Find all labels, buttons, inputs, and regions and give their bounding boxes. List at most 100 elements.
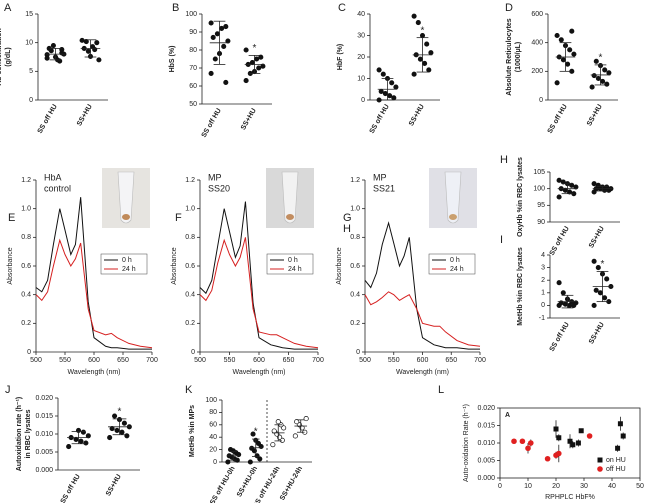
y-tick-label: 0: [541, 302, 545, 309]
x-tick-label: 30: [580, 483, 588, 490]
x-tick-label: 600: [88, 357, 100, 364]
dot: [96, 57, 102, 63]
y-axis-label: Absorbance: [336, 247, 343, 284]
y-axis-label: HbF (%): [337, 44, 344, 70]
inner-label: A: [505, 412, 510, 419]
point: [556, 435, 562, 441]
point: [586, 433, 593, 439]
spectrum-line: [364, 291, 481, 347]
dot: [604, 81, 610, 87]
inset-photos: [102, 168, 477, 228]
dot: [591, 73, 597, 79]
dot: [556, 177, 562, 183]
y-axis-label: MetHb %in MPs: [189, 405, 196, 457]
y-axis-label: Absorbance: [7, 247, 14, 284]
panel-label: H: [500, 154, 508, 166]
significance: *: [118, 407, 122, 418]
y-tick-label: 0.020: [35, 395, 53, 402]
point: [575, 440, 581, 446]
dot: [221, 43, 227, 49]
dot: [275, 419, 281, 425]
dot: [208, 20, 214, 26]
y-tick-label: 80: [209, 409, 217, 416]
y-tick-label: 0.005: [477, 457, 495, 464]
dot: [562, 301, 568, 307]
x-tick-label: 550: [388, 357, 400, 364]
dot: [593, 287, 599, 293]
y-axis-label: OxyHb %in RBC lysates: [517, 157, 524, 237]
dot: [124, 433, 130, 439]
significance: *: [253, 43, 257, 54]
dot: [376, 97, 382, 103]
dot: [387, 93, 393, 99]
point: [615, 445, 621, 451]
dot: [573, 184, 579, 190]
y-tick-label: 0.2: [21, 320, 31, 327]
y-tick-label: 100: [533, 186, 545, 193]
dot: [376, 67, 382, 73]
dot: [114, 427, 120, 433]
annotation: SS21: [373, 183, 395, 193]
y-tick-label: 0.4: [185, 292, 195, 299]
y-tick-label: 0.020: [477, 405, 495, 412]
significance: *: [601, 259, 605, 270]
legend-label: 0 h: [450, 257, 460, 264]
dot: [591, 181, 597, 187]
dot: [428, 50, 434, 56]
y-tick-label: 0: [361, 97, 365, 104]
dot: [602, 67, 608, 73]
dot: [107, 435, 113, 441]
dot: [417, 56, 423, 62]
y-axis-label: (g/dL): [5, 47, 12, 66]
dot: [281, 425, 287, 431]
y-tick-label: 200: [531, 68, 543, 75]
legend-box: [100, 253, 148, 275]
y-tick-label: 1: [541, 290, 545, 297]
dot: [254, 56, 260, 62]
y-tick-label: 60: [189, 83, 197, 90]
y-tick-label: 30: [357, 32, 365, 39]
panel-label: J: [5, 384, 11, 396]
x-axis-label: Wavelength (nm): [232, 369, 285, 376]
x-tick-label: SS+HU-0h: [236, 465, 259, 498]
dot: [554, 80, 560, 86]
dot: [411, 71, 417, 77]
dot: [389, 80, 395, 86]
dot: [119, 429, 125, 435]
dot: [50, 42, 56, 49]
dot: [426, 67, 432, 73]
x-tick-label: SS off HU-0h: [209, 465, 236, 503]
y-tick-label: 0.6: [185, 263, 195, 270]
dot: [48, 48, 54, 54]
dot: [380, 71, 386, 77]
dot: [595, 75, 601, 82]
y-tick-label: 0.6: [21, 263, 31, 270]
y-tick-label: 100: [205, 397, 217, 404]
y-tick-label: 80: [189, 47, 197, 54]
y-tick-label: 0: [213, 459, 217, 466]
point: [544, 455, 551, 462]
y-tick-label: 1.2: [350, 177, 360, 184]
x-axis-label: Wavelength (nm): [67, 369, 120, 376]
dot: [83, 38, 89, 45]
pellet: [449, 214, 457, 220]
legend-label: 24 h: [122, 266, 136, 273]
x-tick-label: 650: [283, 357, 295, 364]
y-tick-label: 0.010: [35, 431, 53, 438]
y-axis-label: in RBC lysates: [25, 409, 32, 458]
x-tick-label: 500: [194, 357, 206, 364]
panel-label: D: [505, 2, 513, 14]
x-tick-label: SS+HU: [105, 473, 123, 497]
dot: [256, 65, 262, 71]
legend-box: [266, 253, 314, 275]
x-tick-label: SS off HU: [60, 473, 82, 503]
dot: [80, 429, 86, 435]
x-tick-label: 700: [146, 357, 158, 364]
x-tick-label: SS+HU: [588, 321, 606, 345]
dot: [571, 51, 577, 57]
dot: [225, 38, 231, 44]
y-tick-label: 0: [539, 97, 543, 104]
x-tick-label: SS+HU: [586, 103, 604, 127]
y-tick-label: 0.015: [35, 413, 53, 420]
x-tick-label: 600: [417, 357, 429, 364]
